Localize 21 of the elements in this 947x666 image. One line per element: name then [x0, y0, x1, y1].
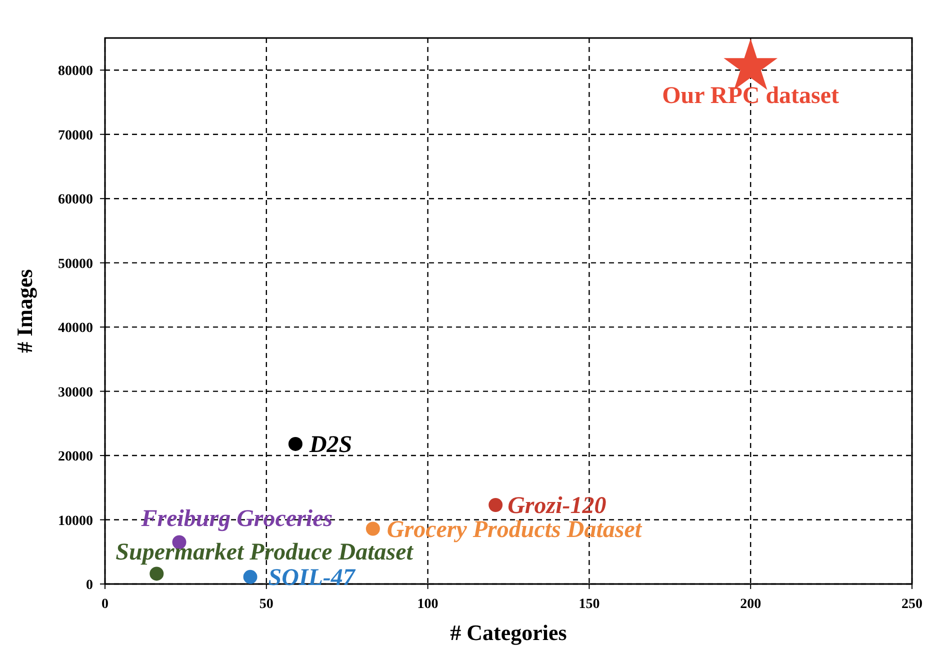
y-tick-label: 70000: [58, 128, 93, 144]
y-tick-label: 10000: [58, 514, 93, 529]
x-tick-label: 250: [902, 597, 922, 612]
y-axis-title: # Images: [12, 268, 37, 353]
x-tick-label: 150: [578, 597, 600, 612]
series-label: Grozi-120: [508, 492, 606, 519]
y-tick-label: 0: [86, 578, 93, 593]
y-tick-label: 40000: [58, 321, 93, 336]
y-tick-label: 80000: [58, 64, 93, 80]
x-tick-label: 50: [259, 597, 274, 612]
x-tick-label: 200: [740, 597, 762, 612]
x-tick-label: 100: [417, 597, 438, 612]
x-tick-label: 0: [102, 597, 108, 612]
y-tick-label: 20000: [58, 450, 93, 465]
y-tick-label: 50000: [58, 256, 93, 272]
y-tick-label: 60000: [58, 192, 93, 208]
series-label: Our RPC dataset: [662, 82, 840, 109]
series-label: Freiburg Groceries: [140, 506, 333, 532]
series-label: D2S: [308, 432, 352, 458]
y-tick-label: 30000: [58, 385, 93, 400]
x-axis-title: # Categories: [450, 620, 568, 645]
